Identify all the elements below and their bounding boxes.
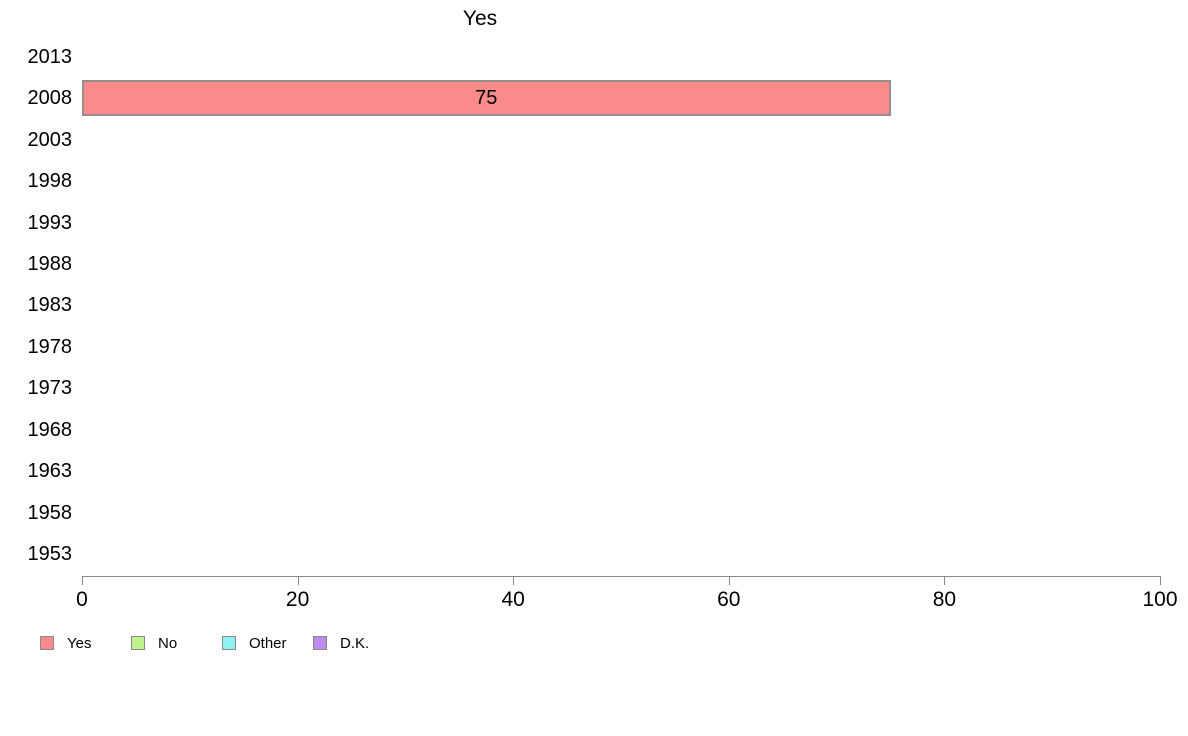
y-axis-label-1973: 1973 — [27, 377, 73, 400]
x-axis-tick-label: 40 — [501, 588, 525, 611]
x-axis-tick-label: 0 — [76, 588, 88, 611]
x-axis-tick — [82, 576, 83, 585]
y-axis-label-1968: 1968 — [27, 418, 73, 441]
legend-item-other: Other — [222, 635, 287, 651]
y-axis-label-1993: 1993 — [27, 211, 73, 234]
legend-label: No — [158, 634, 178, 652]
y-axis-label-2013: 2013 — [27, 45, 73, 68]
x-axis-tick-label: 80 — [932, 588, 957, 611]
x-axis-tick — [513, 576, 515, 585]
x-axis-tick — [728, 576, 730, 585]
legend-item-no: No — [131, 635, 177, 651]
legend-label: D.K. — [340, 634, 370, 652]
legend-swatch-other — [222, 636, 236, 650]
legend-item-yes: Yes — [40, 635, 91, 651]
chart-title: Yes — [462, 7, 498, 30]
y-axis-label-1978: 1978 — [27, 335, 73, 358]
x-axis-tick-label: 20 — [285, 588, 310, 611]
legend-swatch-dk — [313, 636, 327, 650]
x-axis-tick-label: 100 — [1142, 588, 1178, 611]
y-axis-label-1963: 1963 — [27, 460, 73, 483]
x-axis-tick — [944, 576, 946, 585]
y-axis-label-2008: 2008 — [27, 87, 73, 110]
legend-label: Yes — [67, 634, 92, 652]
y-axis-label-1953: 1953 — [27, 543, 73, 566]
legend-swatch-yes — [40, 636, 54, 650]
y-axis-label-2003: 2003 — [27, 128, 73, 151]
legend-item-dk: D.K. — [313, 635, 369, 651]
y-axis-label-1988: 1988 — [27, 252, 73, 275]
x-axis-tick — [1160, 576, 1161, 585]
y-axis-label-1958: 1958 — [27, 501, 73, 524]
bar-value-label: 75 — [475, 87, 498, 110]
x-axis-line — [82, 576, 1161, 577]
y-axis-label-1998: 1998 — [27, 170, 73, 193]
x-axis-tick — [297, 576, 299, 585]
legend-label: Other — [249, 634, 287, 652]
legend-swatch-no — [131, 636, 145, 650]
bar-2008-yes — [82, 80, 891, 117]
x-axis-tick-label: 60 — [717, 588, 741, 611]
y-axis-label-1983: 1983 — [27, 294, 73, 317]
